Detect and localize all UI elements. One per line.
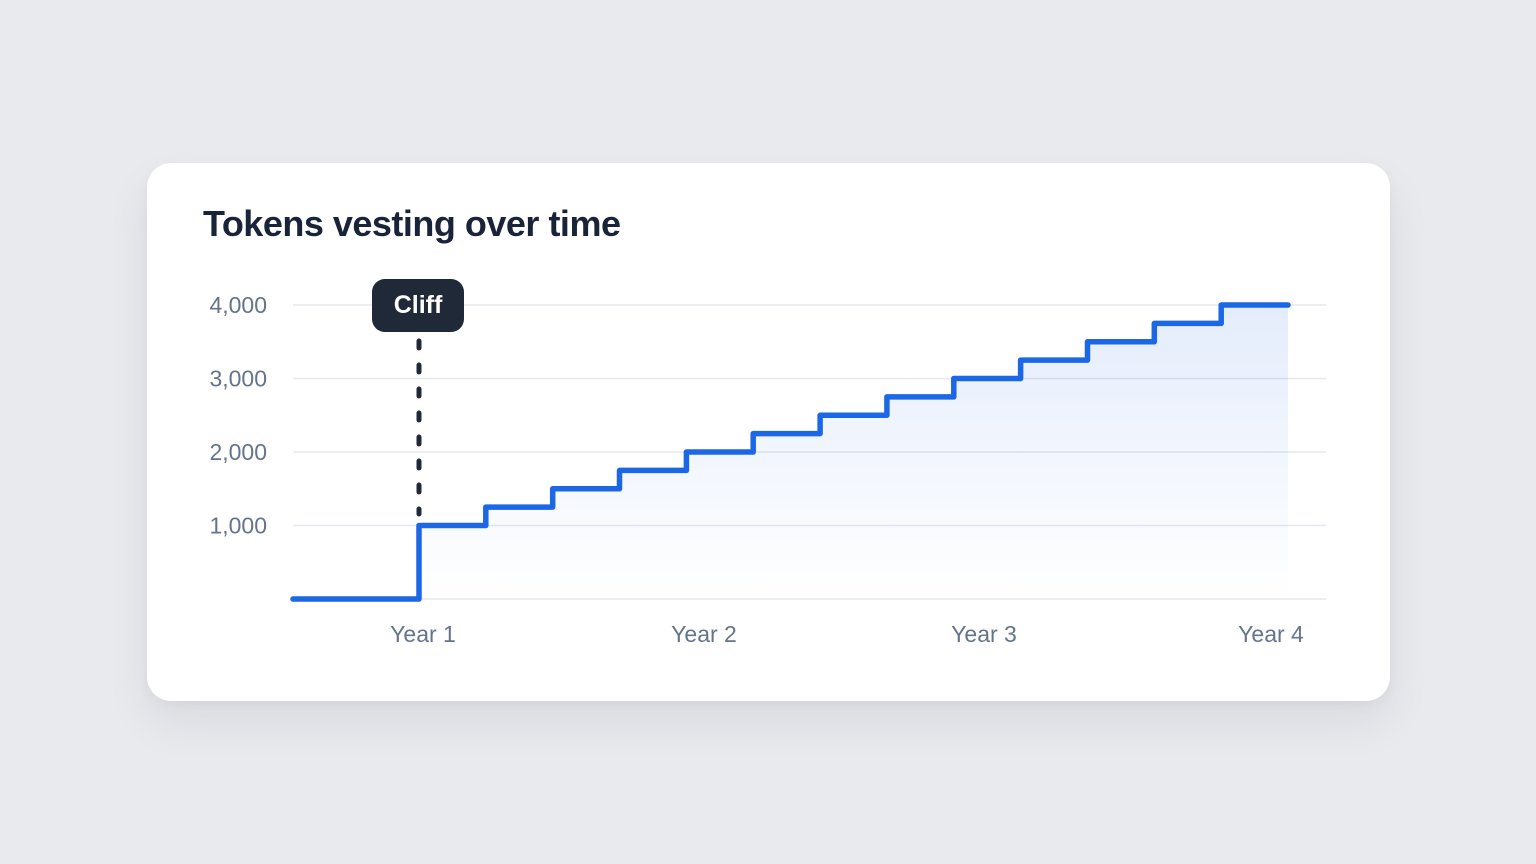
chart-card: Tokens vesting over time 1,000 2,000 3,000… [147,163,1390,701]
y-axis-labels: 1,000 2,000 3,000 4,000 [209,292,267,539]
vesting-step-line [290,302,1291,602]
vested-area-fill [293,305,1288,599]
cliff-badge-label: Cliff [393,291,443,319]
y-axis-tick-label: 4,000 [209,292,267,318]
y-axis-tick-label: 3,000 [209,366,267,392]
x-axis-tick-label: Year 2 [671,621,737,647]
chart-title: Tokens vesting over time [203,203,621,244]
x-axis-tick-label: Year 4 [1238,621,1304,647]
y-axis-tick-label: 2,000 [209,439,267,465]
cliff-badge: Cliff [372,279,464,332]
x-axis-labels: Year 1 Year 2 Year 3 Year 4 [390,621,1304,647]
x-axis-tick-label: Year 3 [951,621,1017,647]
y-axis-tick-label: 1,000 [209,513,267,539]
x-axis-tick-label: Year 1 [390,621,456,647]
